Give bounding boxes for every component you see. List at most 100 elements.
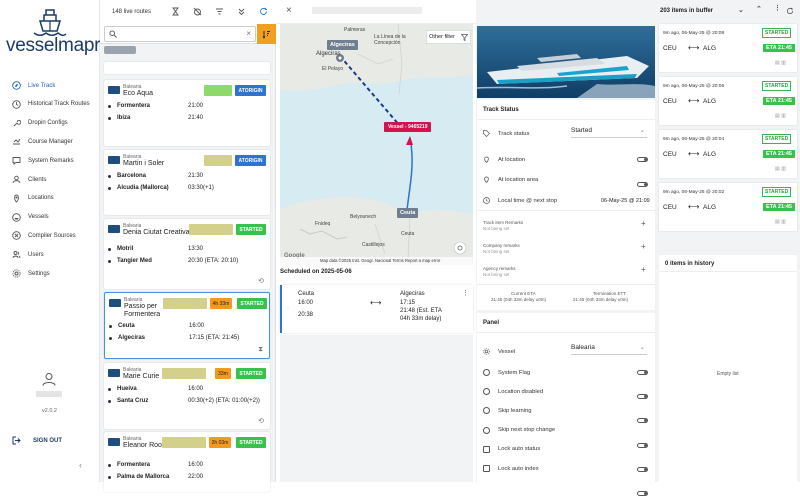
- destination-dot: [108, 475, 111, 479]
- route-card[interactable]: Balearia Denia Ciutat Creativa STARTED Motr…: [104, 219, 270, 289]
- destination-stop: Tangier Med 20:30 (ETA: 20:10): [108, 258, 270, 264]
- close-icon[interactable]: ×: [286, 5, 292, 16]
- refresh-buffer-icon[interactable]: [786, 7, 794, 15]
- origin-port-tag[interactable]: Algeciras: [327, 40, 358, 50]
- filter-sort-button[interactable]: [257, 24, 276, 44]
- collapse-sidebar-icon[interactable]: ‹: [79, 460, 82, 470]
- started-button[interactable]: STARTED: [237, 298, 267, 309]
- add-company-remark-icon[interactable]: +: [641, 242, 646, 251]
- drag-handle-icon[interactable]: ⋮: [286, 305, 290, 310]
- buffer-item[interactable]: 9m ago, 06-May-25 @ 20:08 STARTED CEU ⟷ ALG E…: [659, 24, 797, 72]
- nav-item-live-track[interactable]: Live Track: [0, 76, 100, 95]
- operator-logo: [108, 86, 120, 94]
- destination-port-tag[interactable]: Ceuta: [397, 208, 419, 218]
- started-button[interactable]: STARTED: [236, 368, 266, 379]
- route-card[interactable]: Balearia Eleanor Roosevelt 2h 03m STARTED Fo…: [104, 432, 270, 492]
- nav-item-course-manager[interactable]: Course Manager: [0, 132, 100, 151]
- sign-out-button[interactable]: SIGN OUT: [12, 436, 62, 445]
- users-icon: [12, 251, 21, 259]
- refresh-icon[interactable]: [259, 7, 268, 16]
- buffer-item[interactable]: 9m ago, 06-May-25 @ 20:02 STARTED CEU ⟷ ALG E…: [659, 183, 797, 231]
- panel-toggle-switch[interactable]: [637, 418, 648, 424]
- destination-name: Santa Cruz: [117, 398, 149, 404]
- buffer-from: CEU: [663, 98, 677, 105]
- destination-dot: [109, 336, 112, 340]
- buffer-item[interactable]: 9m ago, 06-May-25 @ 20:06 STARTED CEU ⟷ ALG E…: [659, 77, 797, 125]
- route-card[interactable]: Balearia Martin i Soler ATORIGIN Barcelona 2…: [104, 150, 270, 215]
- destination-time: 21:40: [188, 115, 204, 121]
- route-map[interactable]: Palmeras La Línea de la Concepción Algec…: [280, 24, 473, 265]
- panel-toggle-switch[interactable]: [637, 466, 648, 472]
- route-card[interactable]: Balearia Passio per Formentera 4h 33m START…: [104, 292, 270, 359]
- origin-stop: Formentera 16:00: [108, 462, 270, 468]
- nav-item-vessels[interactable]: Vessels: [0, 208, 100, 227]
- destination-time: 22:00: [188, 474, 204, 480]
- panel-toggle-switch[interactable]: [637, 394, 648, 400]
- search-input[interactable]: ×: [104, 26, 256, 42]
- nav-item-clients[interactable]: Clients: [0, 170, 100, 189]
- add-agency-remark-icon[interactable]: +: [641, 265, 646, 274]
- double-chevron-icon[interactable]: [237, 7, 246, 16]
- buffer-item[interactable]: 9m ago, 06-May-25 @ 20:04 STARTED CEU ⟷ ALG E…: [659, 130, 797, 178]
- avatar-icon[interactable]: [42, 372, 56, 386]
- nav-item-locations[interactable]: Locations: [0, 189, 100, 208]
- track-status-select[interactable]: Started ⌄: [571, 125, 647, 138]
- more-vert-icon[interactable]: ⋮: [774, 5, 781, 12]
- delay-badge: 4h 33m: [210, 298, 232, 309]
- clear-search-icon[interactable]: ×: [246, 29, 251, 38]
- sign-out-icon: [12, 436, 21, 445]
- add-remark-icon[interactable]: +: [641, 219, 646, 228]
- arrow-both-icon: ⟷: [688, 43, 700, 52]
- route-card[interactable]: Balearia Marie Curie 33m STARTED Hueiva 16:00…: [104, 363, 270, 429]
- atorigin-button[interactable]: ATORIGIN: [235, 155, 266, 166]
- chevron-up-icon[interactable]: ⌃: [756, 6, 762, 13]
- arrow-both-icon: ⟷: [370, 298, 382, 307]
- nav-item-dropin-configs[interactable]: Dropin Configs: [0, 114, 100, 133]
- at-location-label: At location: [498, 156, 526, 163]
- history-icon[interactable]: ⟲: [258, 278, 264, 285]
- filter-icon[interactable]: [215, 7, 224, 16]
- wrench-icon: [13, 119, 21, 126]
- skip-change-icon: [483, 426, 490, 434]
- at-location-area-toggle[interactable]: [637, 182, 648, 187]
- origin-stop: Formentera 21:00: [108, 103, 270, 109]
- at-location-toggle[interactable]: [637, 157, 648, 162]
- map-place-label: La Línea de la Concepción: [374, 34, 406, 46]
- chevron-down-icon[interactable]: ⌄: [738, 7, 744, 14]
- nav-item-users[interactable]: Users: [0, 245, 100, 264]
- sort-icon: [262, 30, 270, 39]
- hourglass-icon[interactable]: [171, 7, 180, 16]
- history-icon[interactable]: ⟲: [258, 418, 264, 425]
- compiler-icon: [12, 231, 21, 241]
- route-card-partial[interactable]: [104, 62, 270, 74]
- user-name-redacted: [36, 391, 62, 397]
- panel-toggle-switch[interactable]: [637, 491, 648, 496]
- nav-item-compiler-sources[interactable]: Compiler Sources: [0, 226, 100, 245]
- nav-item-historical-track-routes[interactable]: Historical Track Routes: [0, 95, 100, 114]
- panel-toggle-label: System Flag: [498, 369, 531, 376]
- termination-eta-value: 21:45 (04h 33m delay ±0m): [573, 297, 628, 302]
- app-version: v2.0.2: [42, 408, 57, 414]
- vessel-select[interactable]: Balearia ⌄: [571, 341, 647, 355]
- panel-toggle-label: Skip next stop change: [498, 427, 556, 434]
- active-filter-chip[interactable]: [104, 46, 136, 54]
- other-filter-button[interactable]: Other filter: [426, 30, 471, 44]
- atorigin-button[interactable]: ATORIGIN: [235, 85, 266, 96]
- nav-item-settings[interactable]: Settings: [0, 264, 100, 283]
- route-card[interactable]: Balearia Eco Aqua ATORIGIN Formentera 21:00 I…: [104, 80, 270, 146]
- operator-name: Balearia: [123, 436, 142, 442]
- panel-toggle-switch[interactable]: [637, 370, 648, 375]
- no-alarm-icon[interactable]: [193, 7, 202, 16]
- started-button[interactable]: STARTED: [236, 437, 266, 448]
- map-place-label: Belyounech: [350, 214, 377, 220]
- panel-toggle-label: Lock auto index: [498, 465, 539, 472]
- panel-toggle-switch[interactable]: [637, 442, 648, 448]
- nav-item-system-remarks[interactable]: System Remarks: [0, 151, 100, 170]
- routes-column: 148 live routes × Balearia Eco Aqua ATORIG…: [100, 0, 276, 492]
- vessel-position-tag[interactable]: Vessel - 9465219: [384, 122, 432, 132]
- schedule-card[interactable]: ⋮ Ceuta 16:00 20:38 ⟷ Algeciras 17:15 21…: [280, 285, 473, 333]
- location-off-icon: [483, 388, 490, 396]
- started-button[interactable]: STARTED: [236, 224, 266, 235]
- more-vert-icon[interactable]: ⋮: [462, 290, 469, 297]
- history-icon[interactable]: ⧗: [258, 346, 263, 353]
